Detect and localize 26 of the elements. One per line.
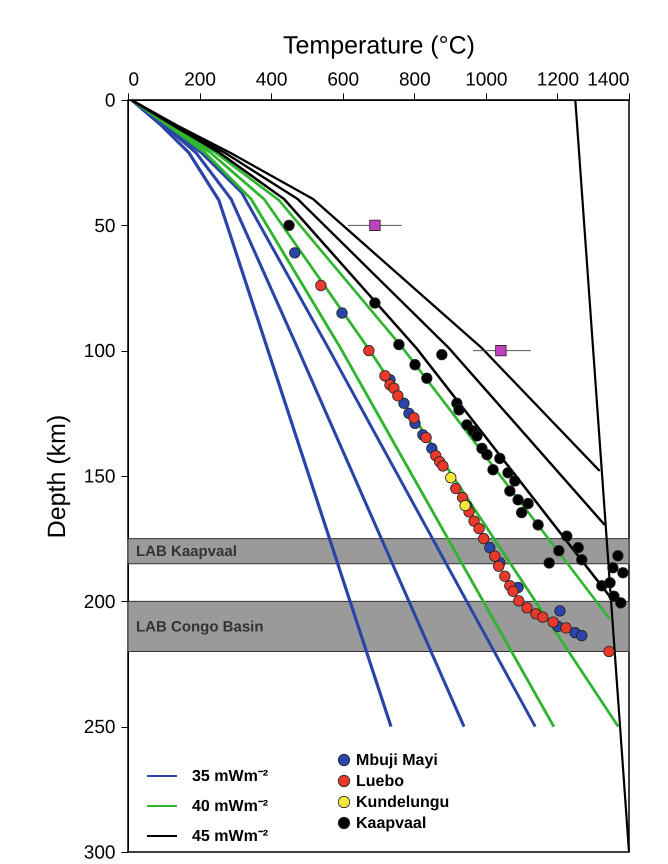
y-tick-label: 50 [94, 216, 116, 237]
band-label: LAB Kaapvaal [136, 543, 237, 560]
legend-label: Kaapvaal [356, 815, 426, 832]
y-tick-label: 300 [84, 842, 116, 864]
x-tick-label: 1400 [587, 70, 630, 90]
x-tick-label: 1200 [536, 70, 580, 90]
y-tick-label: 250 [84, 717, 116, 738]
y-tick-label: 150 [84, 466, 116, 488]
legend-label: Luebo [356, 773, 404, 790]
y-axis-title: Depth (km) [42, 414, 71, 538]
x-axis-title: Temperature (°C) [283, 32, 475, 60]
x-tick-label: 400 [256, 70, 288, 90]
legend-label: Mbuji Mayi [356, 752, 438, 769]
x-tick-label: 200 [184, 70, 216, 90]
legend-label: 35 mWm⁻² [192, 768, 268, 785]
x-tick-label: 0 [128, 70, 140, 90]
y-tick-label: 200 [84, 592, 116, 613]
y-tick-label: 0 [104, 90, 116, 112]
band-label: LAB Congo Basin [136, 618, 264, 636]
legend-label: Kundelungu [356, 794, 450, 811]
legend-label: 45 mWm⁻² [192, 828, 268, 845]
legend-label: 40 mWm⁻² [192, 798, 268, 815]
y-tick-label: 100 [84, 341, 116, 362]
x-tick-label: 800 [398, 70, 431, 90]
x-tick-label: 1000 [465, 70, 508, 90]
x-tick-label: 600 [327, 70, 360, 90]
